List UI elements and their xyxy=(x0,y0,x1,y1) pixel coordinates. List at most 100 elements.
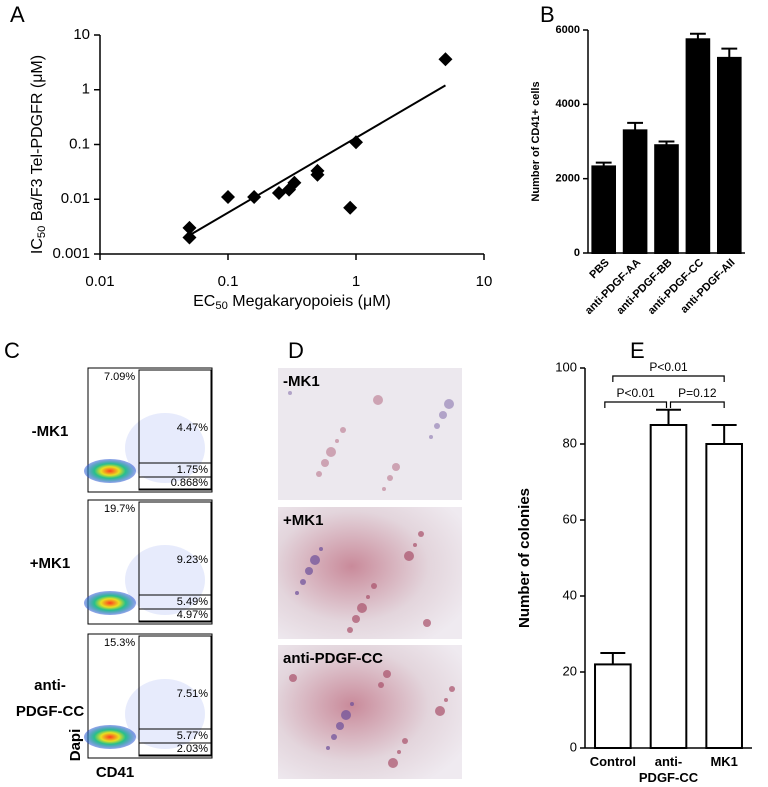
significance-label: P<0.01 xyxy=(616,386,655,400)
y-tick-label: 40 xyxy=(563,587,577,602)
cell xyxy=(347,627,353,633)
cell xyxy=(449,686,455,692)
y-tick-label: 1 xyxy=(82,81,90,98)
data-point xyxy=(221,189,235,204)
image-label: -MK1 xyxy=(283,373,320,390)
data-point xyxy=(310,163,325,178)
cell xyxy=(331,734,337,740)
axis-label: IC50 Ba/F3 Tel-PDGFR (μM) xyxy=(29,55,48,254)
data-point xyxy=(182,230,197,245)
significance-bracket xyxy=(669,401,725,408)
y-tick-label: 0 xyxy=(570,739,577,754)
y-tick-label: 60 xyxy=(563,511,577,526)
flow-scatter xyxy=(125,413,205,483)
flow-scatter xyxy=(125,545,205,615)
gate-percent: 1.75% xyxy=(177,464,208,476)
cell xyxy=(382,487,386,491)
cell xyxy=(305,567,313,575)
x-tick-label: PBS xyxy=(587,257,611,281)
data-point xyxy=(438,52,453,67)
bar xyxy=(654,144,679,254)
data-point xyxy=(343,200,358,215)
gate-percent: 4.47% xyxy=(177,422,208,434)
bar xyxy=(594,663,632,750)
bar xyxy=(649,424,688,749)
y-tick-label: 0.1 xyxy=(69,135,90,152)
gate xyxy=(138,608,212,622)
significance-label: P<0.01 xyxy=(649,360,688,374)
cell xyxy=(397,750,401,754)
cell xyxy=(321,459,329,467)
gate-percent: 19.7% xyxy=(104,503,135,515)
panel-letter: C xyxy=(4,338,20,363)
significance-label: P=0.12 xyxy=(678,386,717,400)
cell xyxy=(288,391,292,395)
cell xyxy=(326,447,336,457)
gate xyxy=(138,369,212,491)
x-tick-label: anti-PDGF-CC xyxy=(646,257,706,317)
cell xyxy=(387,475,393,481)
gate-percent: 5.77% xyxy=(177,730,208,742)
bar xyxy=(685,38,711,254)
y-tick-label: 0.01 xyxy=(61,190,90,207)
flow-population xyxy=(84,591,136,615)
cell xyxy=(295,591,299,595)
y-tick-label: 20 xyxy=(563,663,577,678)
cell xyxy=(423,619,431,627)
cell xyxy=(357,603,367,613)
cell xyxy=(383,670,391,678)
axis-label-rest: Megakaryopoieis (μM) xyxy=(228,293,391,310)
cell xyxy=(418,531,424,537)
cell xyxy=(352,615,360,623)
axis-label: Dapi xyxy=(67,729,84,762)
data-point xyxy=(349,135,363,150)
y-tick-label: 2000 xyxy=(556,173,580,185)
cell xyxy=(371,583,377,589)
row-label: anti-PDGF-CC xyxy=(16,677,84,720)
cell xyxy=(335,439,339,443)
cell xyxy=(310,555,320,565)
panel-letter: D xyxy=(288,338,304,363)
x-tick-label: MK1 xyxy=(710,754,737,769)
x-tick-label: anti-PDGF-BB xyxy=(614,257,674,317)
micrograph xyxy=(278,645,462,779)
axis-label: CD41 xyxy=(96,764,134,781)
axis-label-text: IC xyxy=(29,238,46,254)
row-label: +MK1 xyxy=(30,555,70,572)
flow-population xyxy=(84,459,136,483)
data-point xyxy=(287,175,302,190)
y-tick-label: 0.001 xyxy=(52,245,90,262)
axis-label-text: EC xyxy=(193,293,215,310)
cell xyxy=(444,698,448,702)
cell xyxy=(434,423,440,429)
x-tick-label: 0.1 xyxy=(218,273,239,290)
y-tick-label: 0 xyxy=(574,247,580,259)
y-tick-label: 80 xyxy=(563,435,577,450)
flow-scatter xyxy=(125,679,205,749)
row-label: -MK1 xyxy=(32,423,69,440)
cell xyxy=(326,746,330,750)
cell xyxy=(378,682,384,688)
y-tick-label: 100 xyxy=(555,359,577,374)
y-tick-label: 6000 xyxy=(556,24,580,36)
gate-percent: 2.03% xyxy=(177,743,208,755)
cell xyxy=(341,710,351,720)
bar xyxy=(622,129,648,255)
gate-percent: 9.23% xyxy=(177,554,208,566)
y-tick-label: 4000 xyxy=(556,98,580,110)
cell xyxy=(444,399,454,409)
cell xyxy=(300,579,306,585)
x-tick-label: 10 xyxy=(476,273,493,290)
axis-label-sub: 50 xyxy=(215,300,227,312)
cell xyxy=(319,547,323,551)
axis-label: EC50 Megakaryopoieis (μM) xyxy=(193,293,391,312)
bar xyxy=(716,56,742,254)
panel-letter: E xyxy=(630,338,645,363)
bar xyxy=(705,443,743,749)
axis-label-sub: 50 xyxy=(36,226,48,238)
cell xyxy=(350,702,354,706)
micrograph xyxy=(278,368,462,500)
x-tick-label: anti-PDGF-CC xyxy=(639,754,699,785)
gate-percent: 0.868% xyxy=(171,477,209,489)
